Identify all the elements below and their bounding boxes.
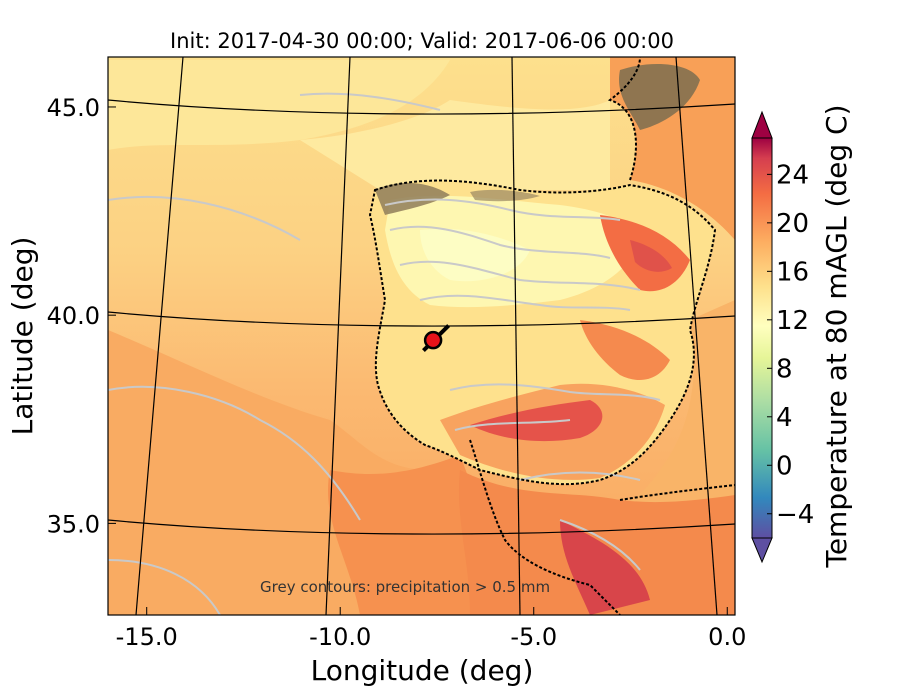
atlas-hot xyxy=(560,520,650,615)
colorbar-tick-label: 12 xyxy=(776,306,809,336)
france-coastline xyxy=(607,57,641,181)
precipitation-contours xyxy=(108,92,661,615)
chart-title: Init: 2017-04-30 00:00; Valid: 2017-06-0… xyxy=(170,29,674,53)
site-marker xyxy=(423,330,443,350)
iberia-coastline xyxy=(368,179,717,486)
colorbar-frame xyxy=(751,137,773,539)
parallel-35 xyxy=(108,519,735,535)
colorbar-ticks: −4 0 4 8 12 16 20 24 xyxy=(767,160,814,530)
cantabrian-terrain-east xyxy=(470,189,540,202)
colorbar-extend-min xyxy=(751,537,773,564)
x-tick-label: -5.0 xyxy=(510,623,557,651)
colorbar-label: Temperature at 80 mAGL (deg C) xyxy=(820,104,853,568)
colorbar-tick-label: 0 xyxy=(776,451,793,481)
x-axis: -15.0 -10.0 -5.0 0.0 xyxy=(116,607,746,651)
y-tick-label: 45.0 xyxy=(47,94,100,122)
x-tick-label: -10.0 xyxy=(309,623,371,651)
colorbar-tick-label: −4 xyxy=(776,500,814,530)
colorbar-extend-max xyxy=(751,110,773,139)
colorbar-tick-label: 8 xyxy=(776,354,793,384)
mediterranean-field xyxy=(600,300,735,540)
north-atlantic-cool xyxy=(108,60,450,150)
parallel-45 xyxy=(108,99,735,115)
colorbar-tick-label: 20 xyxy=(776,209,809,239)
x-axis-label: Longitude (deg) xyxy=(311,654,534,687)
precip-annotation: Grey contours: precipitation > 0.5 mm xyxy=(260,578,550,596)
y-tick-label: 35.0 xyxy=(47,510,100,538)
map-area: Grey contours: precipitation > 0.5 mm xyxy=(108,57,735,615)
alps-terrain xyxy=(619,64,700,130)
africa-north-coastline xyxy=(619,484,735,501)
y-axis: 35.0 40.0 45.0 xyxy=(47,94,116,538)
graticule xyxy=(108,57,735,615)
biscay-cool xyxy=(300,100,610,190)
colorbar-tick-label: 24 xyxy=(776,160,809,190)
colorbar-tick-label: 4 xyxy=(776,403,793,433)
east-warm xyxy=(580,320,670,380)
meridian-m15 xyxy=(135,57,184,615)
meridian-0 xyxy=(675,57,718,615)
meseta-coolest xyxy=(420,228,530,282)
colorbar-gradient xyxy=(752,138,772,538)
map-frame xyxy=(107,56,736,616)
x-tick-label: 0.0 xyxy=(708,623,746,651)
colorbar: −4 0 4 8 12 16 20 24 Temperature at 80 mAGL (de… xyxy=(751,104,853,569)
guadalquivir-hot xyxy=(470,400,603,442)
ebro-valley-hot xyxy=(630,240,672,272)
y-axis-label: Latitude (deg) xyxy=(6,237,39,436)
africa-coastline xyxy=(469,439,621,615)
parallel-40 xyxy=(108,311,735,327)
x-tick-label: -15.0 xyxy=(116,623,178,651)
meridian-m5 xyxy=(511,57,521,615)
y-tick-label: 40.0 xyxy=(47,302,100,330)
meridian-m10 xyxy=(325,57,351,615)
colorbar-tick-label: 16 xyxy=(776,257,809,287)
cantabrian-terrain xyxy=(375,182,450,215)
